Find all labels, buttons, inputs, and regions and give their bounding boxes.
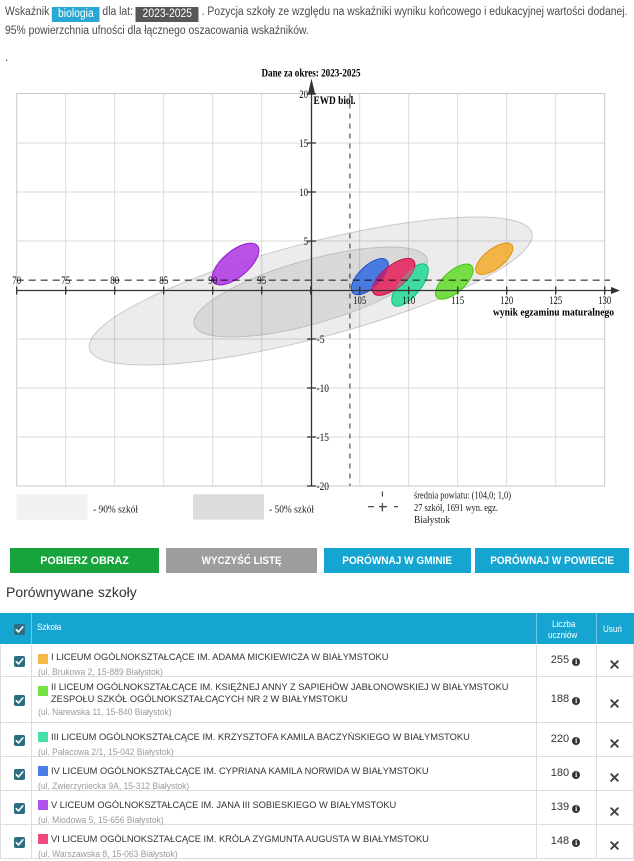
svg-text:- 90% szkół: - 90% szkół	[93, 504, 138, 516]
svg-text:- 50% szkół: - 50% szkół	[269, 504, 314, 516]
svg-text:-15: -15	[317, 432, 330, 444]
svg-text:20: 20	[299, 89, 308, 101]
svg-text:125: 125	[549, 295, 562, 307]
svg-text:27 szkół, 1691 wyn. egz.: 27 szkół, 1691 wyn. egz.	[414, 502, 498, 514]
svg-text:wynik egzaminu maturalnego: wynik egzaminu maturalnego	[493, 307, 614, 319]
svg-text:105: 105	[353, 295, 366, 307]
svg-text:10: 10	[299, 187, 308, 199]
svg-text:EWD biol.: EWD biol.	[314, 95, 356, 107]
svg-text:Białystok: Białystok	[414, 514, 450, 526]
svg-text:120: 120	[500, 295, 513, 307]
svg-text:Dane za okres: 2023-2025: Dane za okres: 2023-2025	[262, 68, 361, 80]
svg-text:90: 90	[208, 275, 217, 287]
svg-text:130: 130	[598, 295, 611, 307]
svg-text:średnia powiatu: (104,0; 1,0): średnia powiatu: (104,0; 1,0)	[414, 489, 511, 501]
svg-text:15: 15	[299, 138, 308, 150]
svg-text:70: 70	[12, 275, 21, 287]
svg-text:85: 85	[159, 275, 168, 287]
svg-text:5: 5	[304, 236, 309, 248]
svg-text:95: 95	[257, 275, 266, 287]
svg-text:-5: -5	[317, 334, 325, 346]
svg-text:75: 75	[61, 275, 70, 287]
svg-text:-20: -20	[317, 481, 330, 493]
svg-text:110: 110	[402, 295, 415, 307]
svg-text:80: 80	[110, 275, 119, 287]
svg-text:115: 115	[451, 295, 464, 307]
svg-text:-10: -10	[317, 383, 330, 395]
